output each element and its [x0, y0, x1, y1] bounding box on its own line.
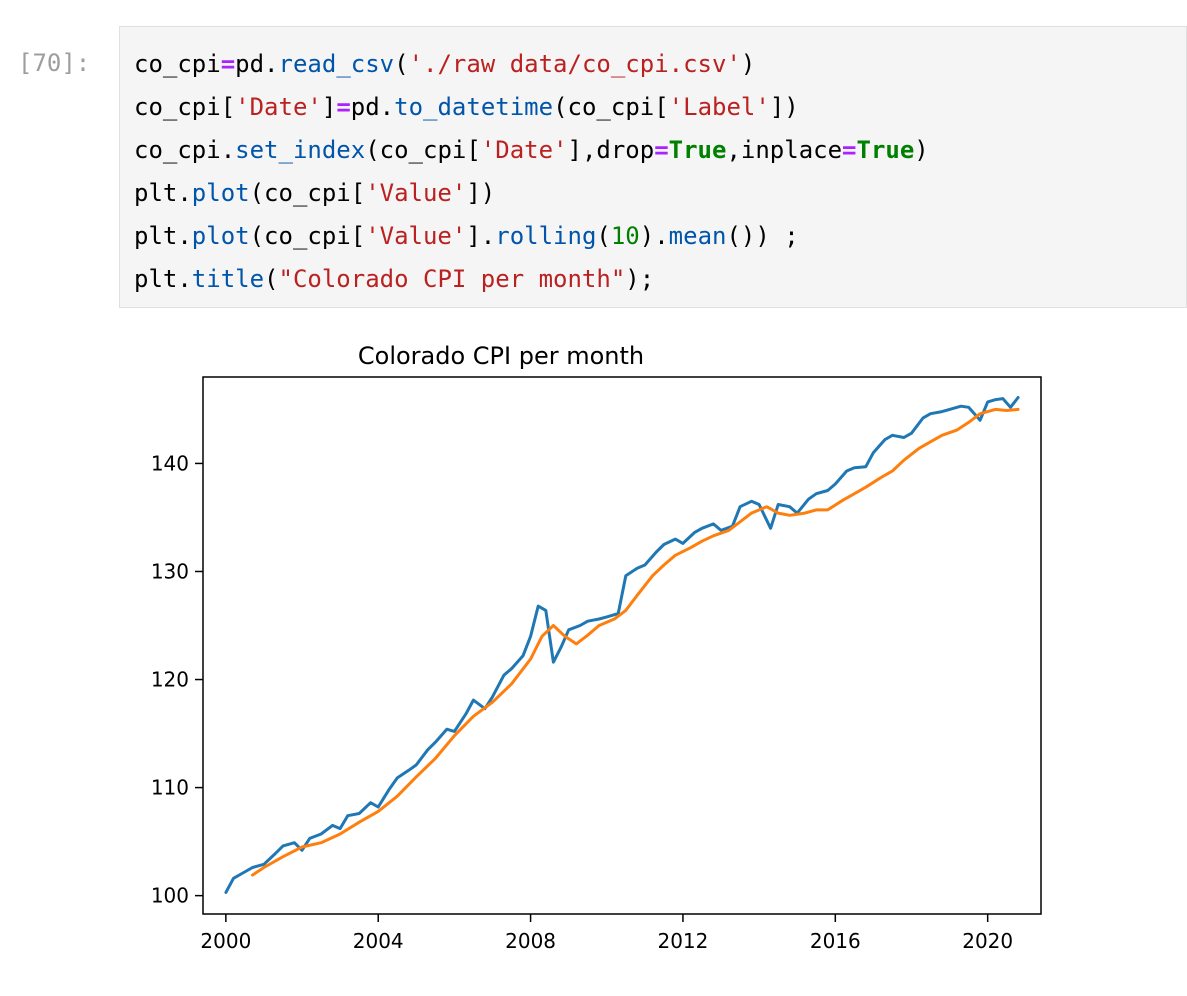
series-line-2 — [251, 407, 1020, 877]
code-token: co_cpi — [134, 50, 221, 78]
y-tick-label: 120 — [151, 668, 189, 692]
code-line: plt.plot(co_cpi['Value']) — [134, 172, 929, 215]
plot-frame — [202, 376, 1042, 915]
code-token: True — [856, 136, 915, 164]
code-token: ]) — [769, 93, 799, 121]
code-token: to_datetime — [394, 93, 554, 121]
x-tick-label: 2020 — [962, 929, 1013, 953]
code-token: (co_cpi[ — [249, 179, 366, 207]
code-token: './raw data/co_cpi.csv' — [408, 50, 741, 78]
code-token: ); — [625, 265, 655, 293]
code-line: co_cpi=pd.read_csv('./raw data/co_cpi.cs… — [134, 43, 929, 86]
y-tick-label: 130 — [151, 559, 189, 583]
code-token: read_csv — [278, 50, 395, 78]
x-tick-label: 2004 — [353, 929, 404, 953]
code-token: mean — [668, 222, 727, 250]
plot-area: 2000 2004 2008 2012 2016 2020 100 110 120 130 140 — [151, 376, 1042, 953]
y-tick-label: 100 — [151, 884, 189, 908]
code-token: plot — [191, 179, 250, 207]
code-line: plt.title("Colorado CPI per month"); — [134, 258, 929, 301]
code-cell-input[interactable]: co_cpi=pd.read_csv('./raw data/co_cpi.cs… — [119, 26, 1187, 308]
code-line: co_cpi.set_index(co_cpi['Date'],drop=Tru… — [134, 129, 929, 172]
code-token: rolling — [495, 222, 597, 250]
code-token: 'Date' — [235, 93, 322, 121]
code-token: 'Value' — [365, 179, 467, 207]
x-tick-label: 2000 — [200, 929, 251, 953]
cell-prompt: [70]: — [18, 49, 91, 77]
code-token: pd. — [350, 93, 395, 121]
code-token: co_cpi. — [134, 136, 236, 164]
code-token: ( — [264, 265, 279, 293]
code-token: = — [842, 136, 857, 164]
code-token: ). — [639, 222, 669, 250]
code-token: (co_cpi[ — [365, 136, 481, 164]
chart: Colorado CPI per month 2000 2004 2008 2012 2… — [151, 342, 1042, 953]
code-token: 'Value' — [365, 222, 467, 250]
code-token: ) — [740, 50, 756, 78]
y-tick-label: 140 — [151, 451, 189, 475]
series-line-1 — [224, 396, 1020, 894]
x-tick-label: 2012 — [657, 929, 708, 953]
code-token: "Colorado CPI per month" — [278, 265, 626, 293]
code-token: ) — [914, 136, 929, 164]
code-token: ,inplace — [726, 136, 843, 164]
x-tick-label: 2008 — [505, 929, 556, 953]
code-line: co_cpi['Date']=pd.to_datetime(co_cpi['La… — [134, 86, 929, 129]
code-token: = — [336, 93, 351, 121]
code-token: True — [668, 136, 727, 164]
code-token: ],drop — [567, 136, 655, 164]
chart-title: Colorado CPI per month — [358, 342, 644, 370]
code-editor[interactable]: co_cpi=pd.read_csv('./raw data/co_cpi.cs… — [134, 43, 929, 301]
code-token: 'Date' — [480, 136, 568, 164]
y-tick-label: 110 — [151, 776, 189, 800]
code-token: = — [654, 136, 669, 164]
code-token: ]) — [466, 179, 496, 207]
code-token: ( — [596, 222, 611, 250]
code-token: title — [191, 265, 265, 293]
code-token: plt. — [134, 179, 192, 207]
code-token: ]. — [466, 222, 496, 250]
code-token: ()) ; — [726, 222, 799, 250]
code-token: plot — [191, 222, 250, 250]
code-token: pd. — [235, 50, 279, 78]
code-token: = — [220, 50, 236, 78]
code-line: plt.plot(co_cpi['Value'].rolling(10).mea… — [134, 215, 929, 258]
code-token: plt. — [134, 265, 192, 293]
code-token: co_cpi[ — [134, 93, 236, 121]
cell-output: Colorado CPI per month 2000 2004 2008 2012 2… — [119, 320, 1059, 996]
code-token: plt. — [134, 222, 192, 250]
code-token: 'Label' — [668, 93, 770, 121]
code-token: ( — [394, 50, 409, 78]
code-token: 10 — [610, 222, 640, 250]
code-token: ] — [321, 93, 337, 121]
code-token: (co_cpi[ — [553, 93, 669, 121]
code-token: (co_cpi[ — [249, 222, 366, 250]
code-token: set_index — [235, 136, 366, 164]
x-tick-label: 2016 — [810, 929, 861, 953]
